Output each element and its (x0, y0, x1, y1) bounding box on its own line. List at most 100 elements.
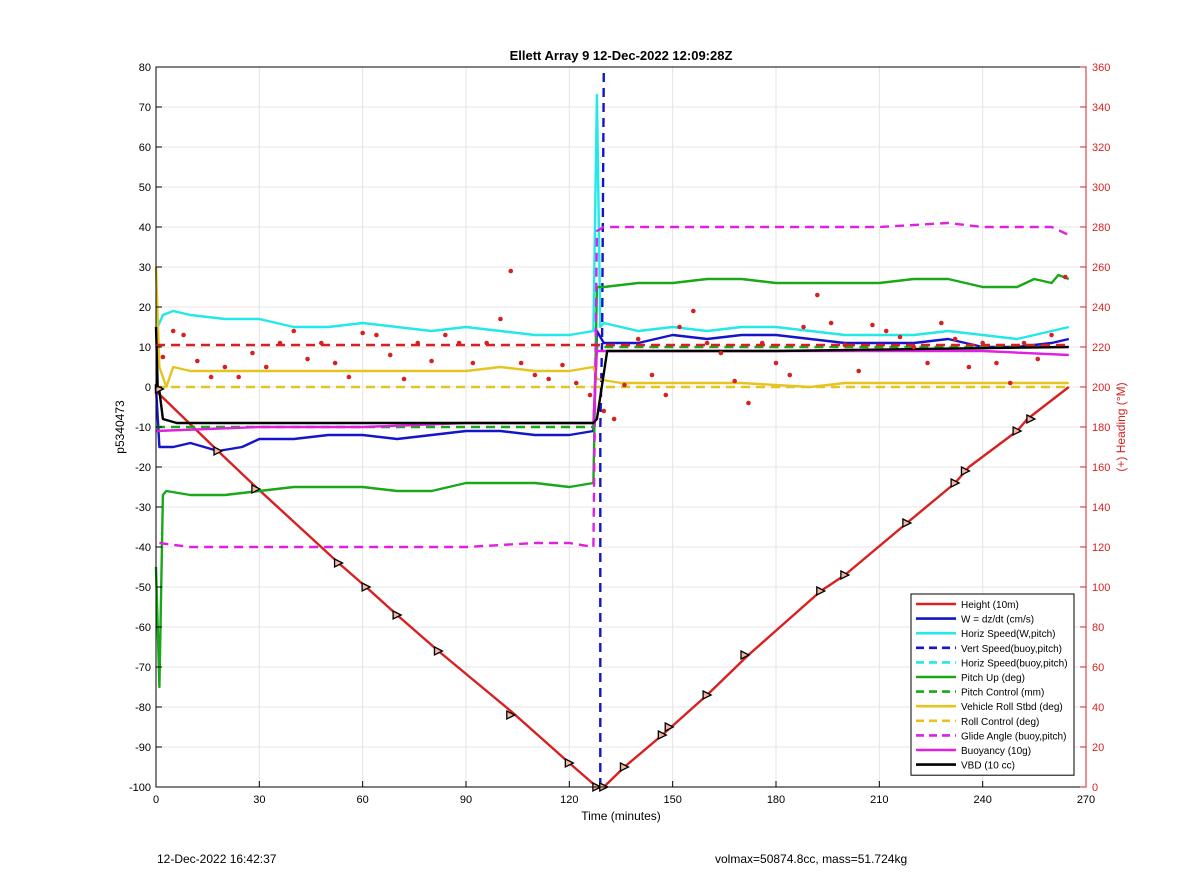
y2-tick-label: 160 (1092, 462, 1110, 474)
legend-label: Pitch Up (deg) (961, 673, 1025, 684)
y-tick-label: 10 (139, 342, 151, 354)
legend-label: Vert Speed(buoy,pitch) (961, 644, 1062, 655)
heading-point (508, 268, 514, 274)
height-marker (664, 721, 675, 733)
footer-volmax-mass: volmax=50874.8cc, mass=51.724kg (715, 852, 908, 866)
y-tick-label: 0 (145, 382, 151, 394)
height-marker (619, 761, 630, 773)
heading-point (374, 332, 379, 338)
height-marker (702, 689, 713, 701)
height-marker (213, 445, 224, 457)
height-marker (392, 609, 403, 621)
y-axis-label: p5340473 (113, 400, 127, 454)
heading-point (160, 354, 166, 360)
x-tick-label: 270 (1077, 794, 1095, 806)
series-line-horiz-speed-w-pitch (154, 93, 1070, 341)
y2-tick-label: 360 (1092, 62, 1110, 74)
heading-point (360, 330, 365, 336)
heading-point (952, 336, 958, 342)
height-marker (433, 645, 444, 657)
heading-point (994, 360, 999, 366)
legend-label: Vehicle Roll Stbd (deg) (961, 702, 1063, 713)
heading-point (470, 360, 476, 366)
heading-point (622, 382, 627, 388)
y2-tick-label: 0 (1092, 782, 1098, 794)
y2-tick-label: 100 (1092, 582, 1110, 594)
series-line-vert-speed-buoy-pitch (599, 66, 605, 787)
heading-point (1049, 332, 1054, 338)
heading-point (518, 360, 524, 366)
legend-label: Glide Angle (buoy,pitch) (961, 731, 1066, 742)
x-tick-label: 150 (663, 794, 681, 806)
heading-point (773, 360, 779, 366)
y2-tick-label: 240 (1092, 302, 1110, 314)
heading-point (746, 400, 751, 406)
heading-point (649, 372, 655, 378)
y-tick-label: 70 (139, 102, 151, 114)
heading-point (1021, 340, 1027, 346)
legend-label: Roll Control (deg) (961, 717, 1039, 728)
height-marker (816, 585, 827, 597)
heading-point (663, 392, 669, 398)
heading-point (828, 320, 834, 326)
y-tick-label: -10 (135, 422, 151, 434)
height-marker (1026, 413, 1037, 425)
y-tick-label: -20 (135, 462, 151, 474)
heading-point (704, 340, 710, 346)
height-marker (902, 517, 913, 529)
height-marker (506, 709, 517, 721)
heading-point (532, 372, 538, 378)
heading-point (587, 392, 593, 398)
height-marker (361, 581, 372, 593)
heading-point (677, 324, 682, 330)
axes: 0 30 60 90 120 150 180 210 240 270-100-90-80-70-6… (129, 62, 1110, 806)
heading-point (560, 362, 565, 368)
legend-label: Pitch Control (mm) (961, 688, 1044, 699)
heading-point (546, 376, 551, 382)
heading-point (718, 350, 724, 356)
y2-tick-label: 320 (1092, 142, 1110, 154)
y2-tick-label: 60 (1092, 662, 1104, 674)
heading-point (443, 332, 448, 338)
y2-tick-label: 260 (1092, 262, 1110, 274)
heading-point (291, 328, 297, 334)
y-tick-label: 80 (139, 62, 151, 74)
y2-tick-label: 40 (1092, 702, 1104, 714)
legend-label: Buoyancy (10g) (961, 746, 1031, 757)
y2-tick-label: 180 (1092, 422, 1110, 434)
heading-point (236, 374, 241, 380)
y2-tick-label: 20 (1092, 742, 1104, 754)
height-marker (740, 649, 751, 661)
legend-label: Horiz Speed(buoy,pitch) (961, 658, 1068, 669)
chart-title: Ellett Array 9 12-Dec-2022 12:09:28Z (510, 48, 733, 63)
y-tick-label: -60 (135, 622, 151, 634)
height-marker (251, 483, 262, 495)
heading-point (635, 336, 641, 342)
legend: Height (10m) W = dz/dt (cm/s) Horiz Speed(… (910, 593, 1075, 776)
heading-point (250, 350, 255, 356)
heading-point (332, 360, 338, 366)
heading-point (966, 364, 972, 370)
heading-point (1007, 380, 1013, 386)
heading-point (939, 320, 944, 326)
heading-point (573, 380, 579, 386)
x-axis-label: Time (minutes) (581, 809, 661, 823)
y-tick-label: 20 (139, 302, 151, 314)
y-tick-label: -30 (135, 502, 151, 514)
heading-point (815, 292, 820, 298)
x-tick-label: 60 (357, 794, 369, 806)
x-tick-label: 240 (973, 794, 991, 806)
y2-tick-label: 280 (1092, 222, 1110, 234)
heading-point (346, 374, 352, 380)
y-tick-label: -100 (129, 782, 151, 794)
heading-point (883, 328, 889, 334)
heading-point (787, 372, 793, 378)
legend-label: W = dz/dt (cm/s) (961, 615, 1034, 626)
series-line-vehicle-roll-stbd-deg (154, 266, 1069, 389)
x-tick-label: 180 (767, 794, 785, 806)
y2-tick-label: 300 (1092, 182, 1110, 194)
y2-tick-label: 120 (1092, 542, 1110, 554)
heading-point (387, 352, 393, 358)
heading-point (1035, 356, 1041, 362)
